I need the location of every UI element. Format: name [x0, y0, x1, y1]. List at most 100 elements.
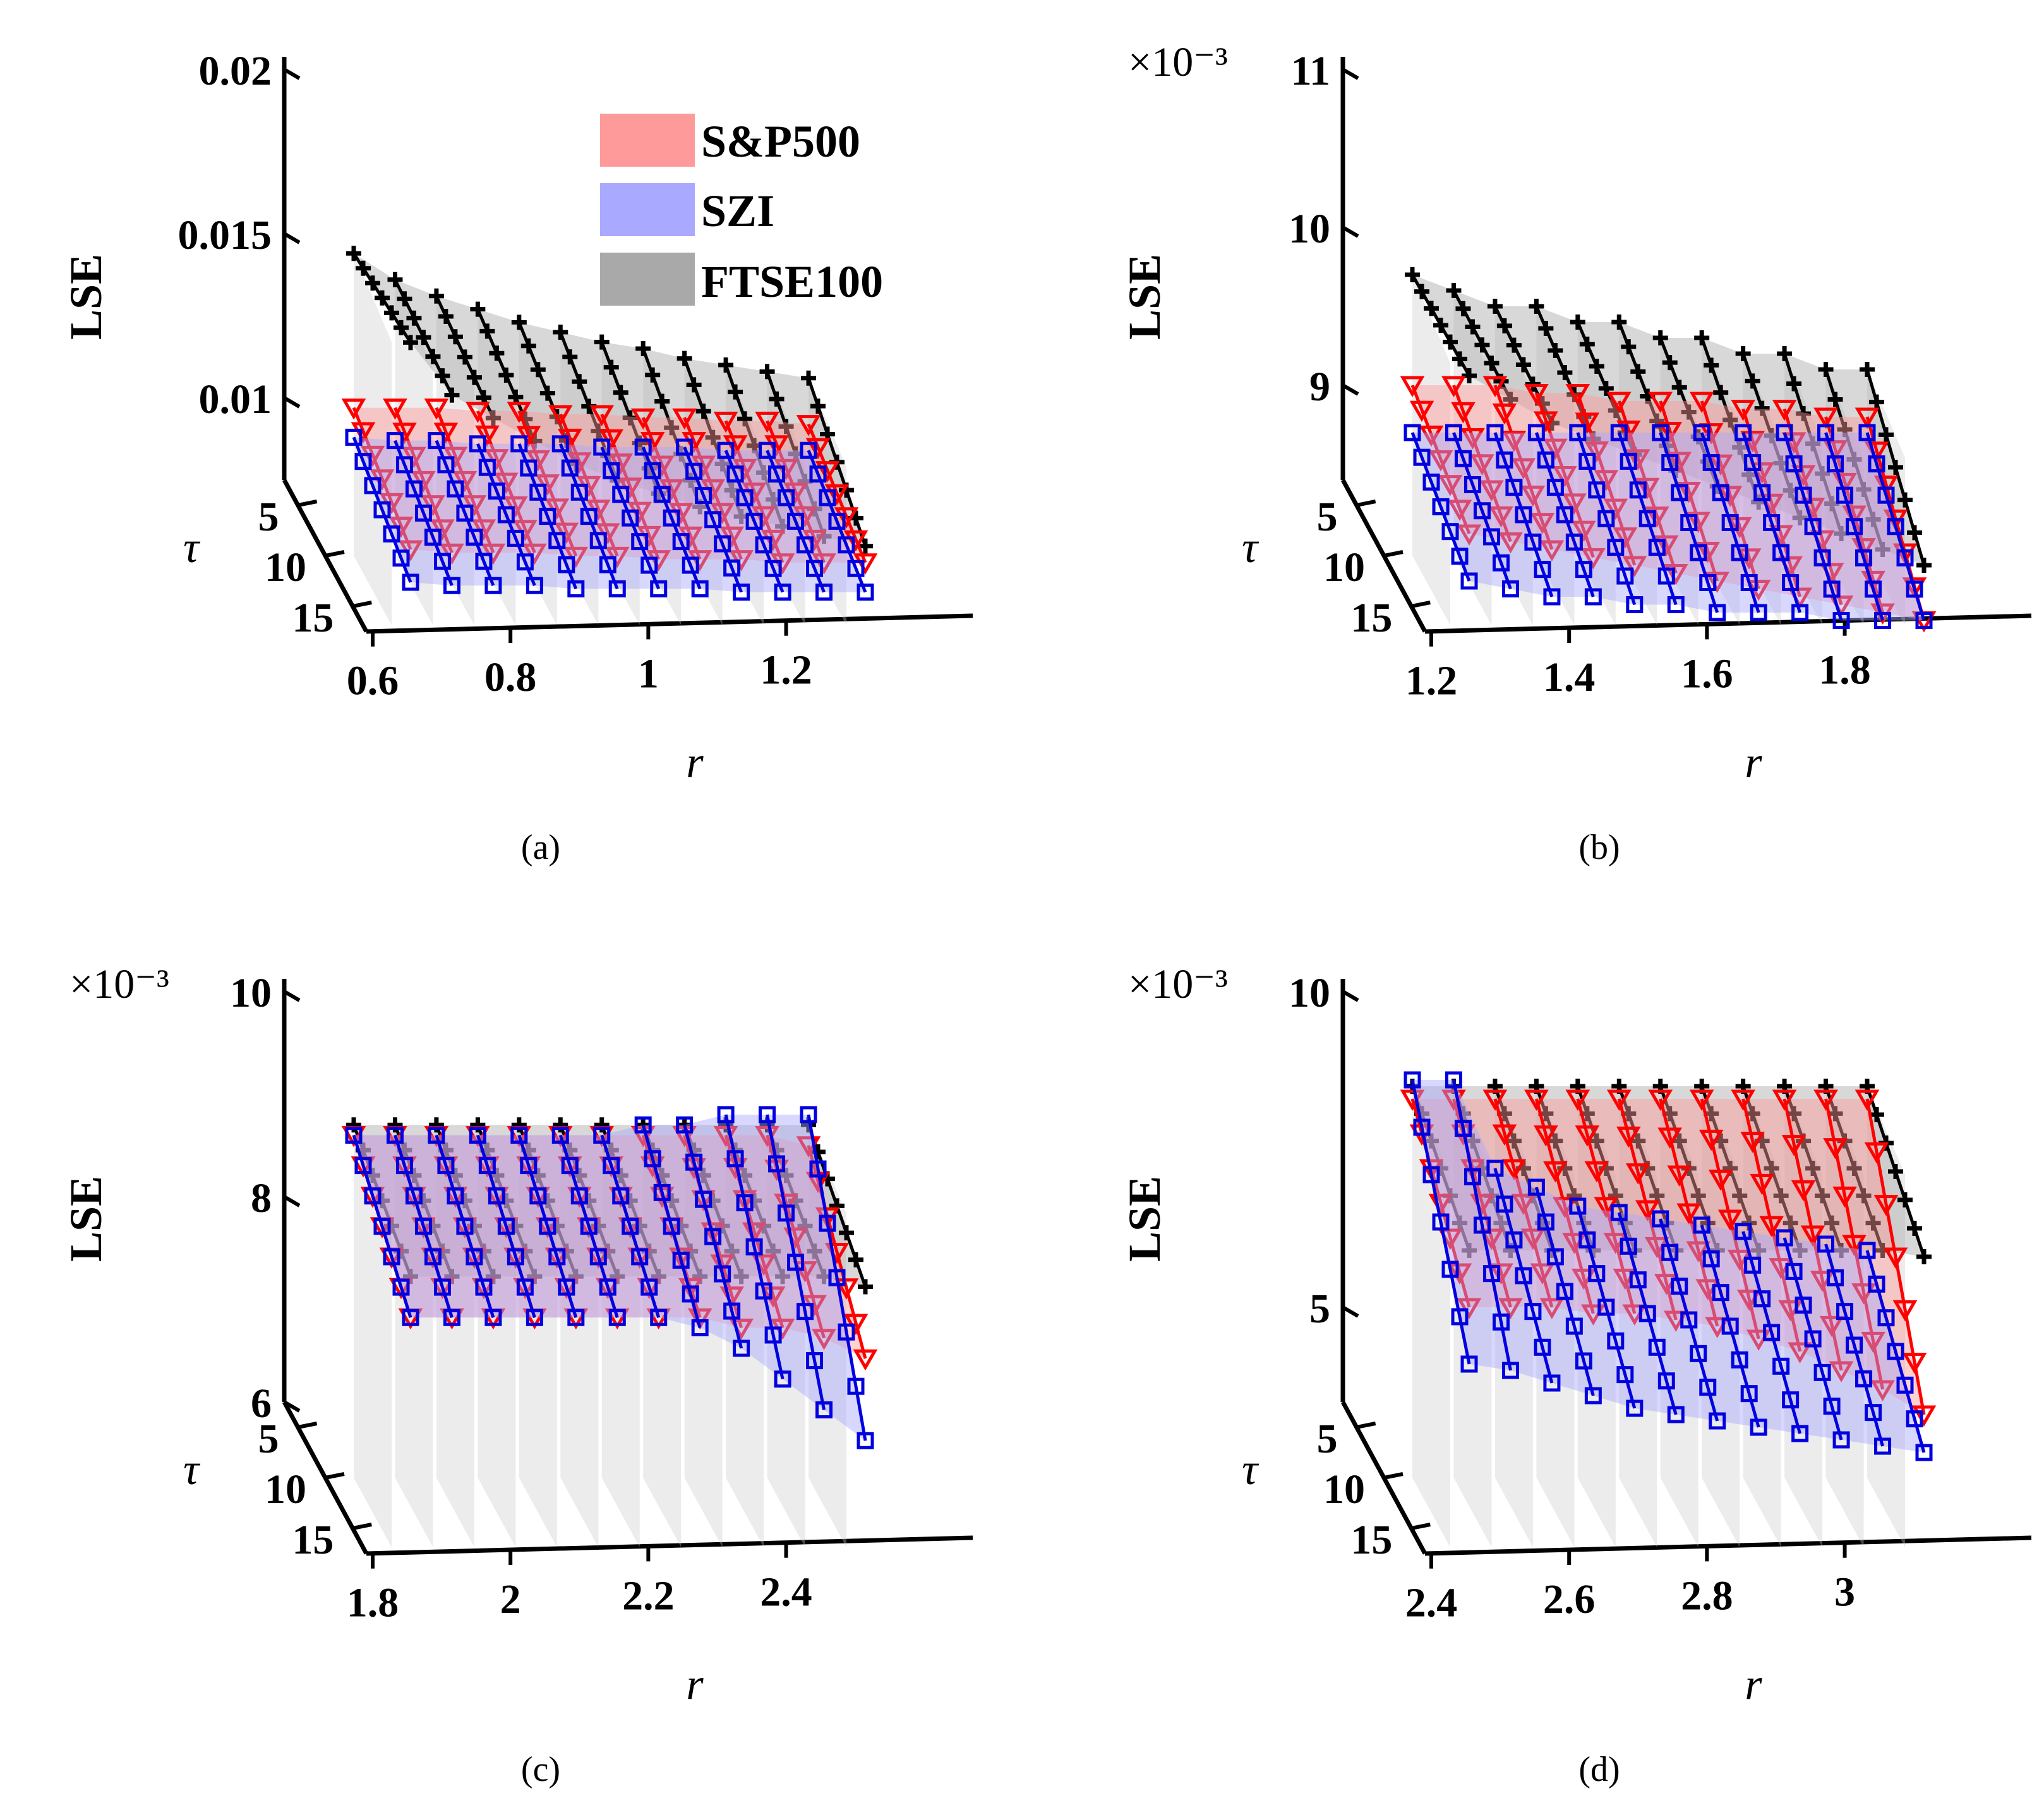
marker-sp500: [1902, 1353, 1927, 1374]
marker-szi: [787, 1254, 805, 1271]
marker-ftse100: [425, 349, 441, 364]
marker-szi: [1575, 561, 1592, 578]
marker-szi: [1795, 486, 1812, 504]
marker-ftse100: [654, 393, 670, 409]
tau-tick-label: 10: [1323, 544, 1365, 590]
marker-szi: [622, 1218, 639, 1235]
marker-szi: [1753, 484, 1771, 501]
marker-sp500: [1648, 1089, 1673, 1111]
marker-szi: [1473, 1216, 1491, 1234]
marker-szi: [1855, 549, 1873, 566]
marker-szi: [1776, 1229, 1793, 1247]
marker-szi: [717, 441, 735, 459]
marker-sp500: [1855, 407, 1880, 429]
marker-szi: [1578, 1231, 1596, 1249]
series-line-sp500: [558, 414, 619, 557]
marker-sp500: [1635, 477, 1660, 500]
marker-szi: [685, 462, 703, 480]
marker-sp500: [700, 1222, 725, 1244]
r-axis-label: r: [1745, 738, 1762, 787]
marker-sp500: [834, 507, 859, 529]
marker-ftse100: [1907, 1221, 1922, 1236]
marker-szi: [1588, 1265, 1606, 1283]
marker-sp500: [1823, 1138, 1848, 1159]
marker-szi: [1486, 424, 1504, 441]
marker-sp500: [1524, 1089, 1549, 1111]
marker-ftse100: [384, 305, 399, 321]
marker-szi: [1712, 484, 1729, 501]
marker-szi: [428, 1127, 445, 1144]
marker-ftse100: [1538, 321, 1554, 336]
marker-szi: [1482, 528, 1500, 546]
series-line-sp500: [1452, 385, 1512, 542]
marker-szi: [847, 1377, 865, 1395]
marker-szi: [1827, 1269, 1844, 1286]
marker-ftse100: [403, 335, 418, 350]
marker-sp500: [732, 458, 757, 481]
marker-ftse100: [1815, 466, 1831, 481]
marker-sp500: [1543, 438, 1568, 460]
marker-sp500: [494, 472, 519, 494]
tau-tick: [298, 500, 318, 507]
marker-szi: [1445, 1071, 1462, 1089]
marker-szi: [1597, 1298, 1615, 1316]
marker-szi: [507, 529, 524, 547]
marker-szi: [1492, 554, 1510, 572]
series-line-szi: [1700, 432, 1760, 613]
marker-sp500: [1667, 452, 1692, 474]
marker-szi: [1626, 1399, 1644, 1417]
series-line-sp500: [1741, 408, 1802, 597]
z-tick: [1342, 990, 1359, 1002]
marker-szi: [838, 536, 855, 554]
marker-szi: [1709, 604, 1726, 621]
tau-tick: [1410, 1523, 1431, 1530]
marker-szi: [800, 1106, 817, 1123]
marker-szi: [603, 1157, 620, 1175]
marker-szi: [1626, 596, 1644, 613]
series-line-sp500: [1824, 1098, 1884, 1390]
marker-szi: [1817, 1235, 1835, 1253]
r-tick-label: 2: [500, 1576, 521, 1622]
marker-ftse100: [1529, 299, 1544, 314]
marker-szi: [1785, 1262, 1803, 1280]
legend-label-szi: SZI: [701, 186, 774, 236]
marker-ftse100: [375, 290, 390, 306]
marker-sp500: [1492, 1124, 1517, 1146]
marker-szi: [561, 1157, 579, 1175]
marker-sp500: [678, 526, 703, 548]
marker-szi: [1763, 514, 1781, 531]
exponent-label: ×10⁻³: [1128, 39, 1228, 85]
marker-szi: [433, 1278, 451, 1296]
series-line-szi: [724, 1114, 785, 1380]
marker-szi: [510, 435, 528, 453]
marker-ftse100: [1782, 1215, 1798, 1231]
marker-szi: [1652, 1210, 1669, 1228]
marker-sp500: [1708, 1170, 1733, 1191]
marker-ftse100: [553, 325, 568, 340]
marker-szi: [1492, 1313, 1510, 1331]
r-tick-label: 3: [1834, 1569, 1855, 1615]
marker-ftse100: [1722, 412, 1738, 428]
tau-axis-label: τ: [183, 1446, 201, 1494]
tau-tick: [325, 1472, 345, 1480]
marker-ftse100: [1465, 1133, 1481, 1149]
marker-szi: [819, 1214, 836, 1232]
marker-szi: [1671, 484, 1688, 501]
marker-szi: [1740, 574, 1758, 591]
marker-sp500: [1520, 1228, 1546, 1250]
marker-sp500: [1873, 1195, 1899, 1216]
marker-szi: [1524, 1303, 1542, 1321]
marker-szi: [478, 458, 496, 476]
marker-ftse100: [718, 357, 734, 373]
r-tick-label: 1.8: [1819, 647, 1871, 693]
series-line-szi: [1410, 1079, 1471, 1365]
marker-szi: [608, 1309, 626, 1326]
marker-ftse100: [1621, 339, 1637, 355]
marker-ftse100: [1465, 319, 1481, 335]
marker-sp500: [1791, 1180, 1816, 1202]
marker-sp500: [1492, 403, 1517, 425]
marker-szi: [857, 584, 874, 601]
marker-ftse100: [1792, 1243, 1808, 1258]
marker-ftse100: [737, 411, 753, 427]
